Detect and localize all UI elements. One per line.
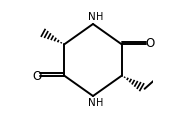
Text: O: O — [145, 37, 155, 50]
Text: H: H — [96, 12, 103, 22]
Text: N: N — [88, 98, 96, 108]
Text: O: O — [32, 70, 41, 83]
Text: N: N — [88, 12, 96, 22]
Text: H: H — [96, 98, 103, 108]
